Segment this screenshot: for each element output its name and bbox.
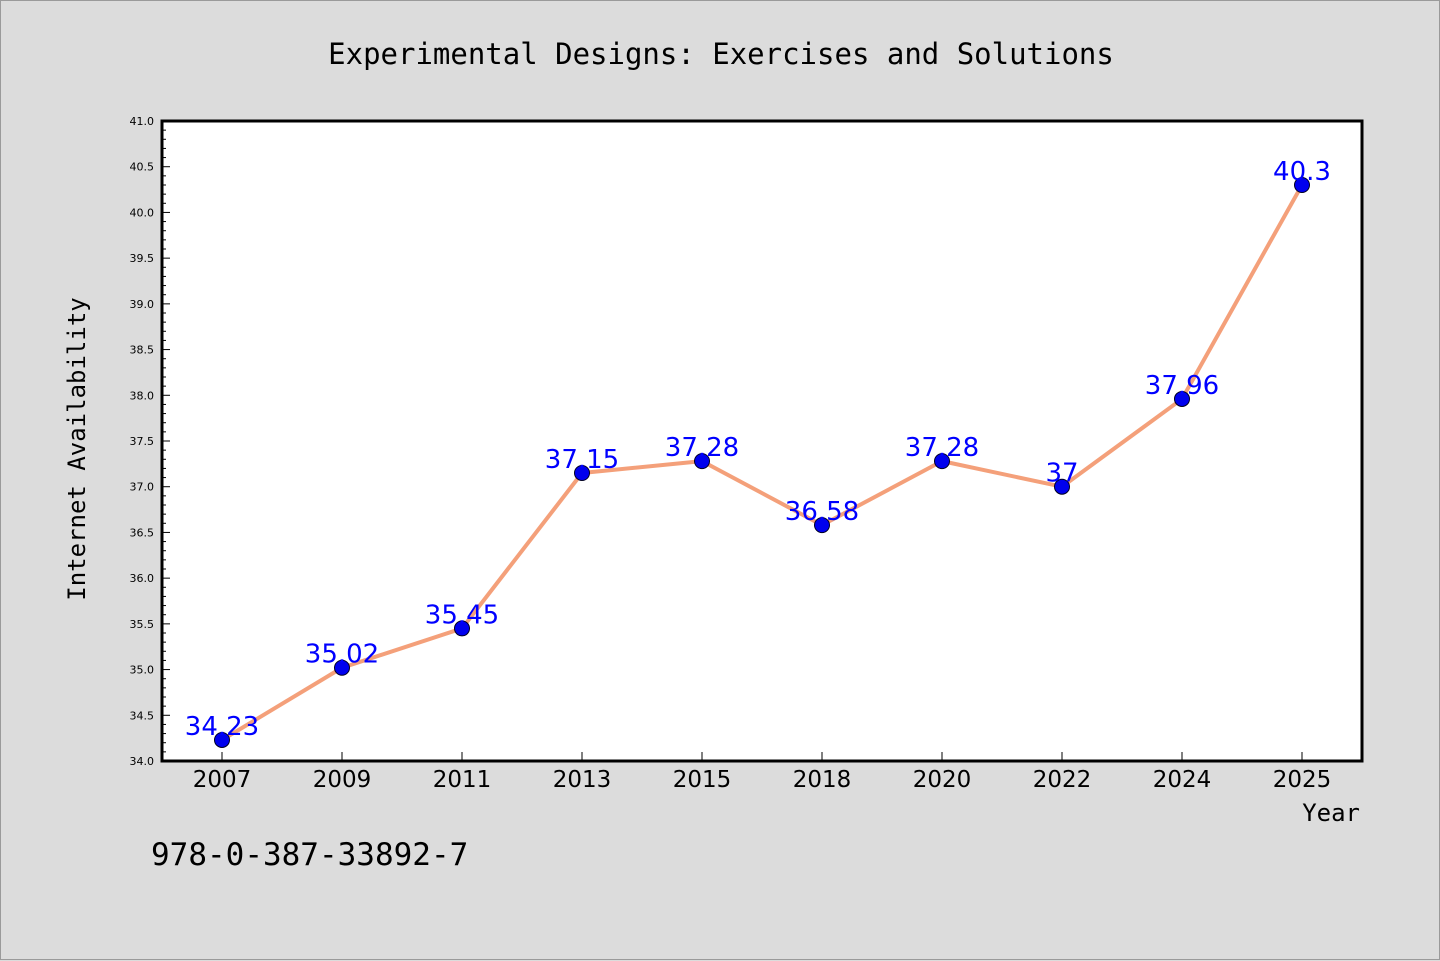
data-label: 37.28 [905,433,979,463]
x-tick-label: 2015 [673,767,732,793]
data-label: 37.28 [665,433,739,463]
data-point [1294,177,1310,193]
x-tick-label: 2011 [433,767,492,793]
y-tick-label: 36.5 [130,526,155,539]
y-tick-label: 40.0 [130,206,155,219]
x-axis-label: Year [1302,799,1360,827]
data-label: 36.58 [785,497,859,527]
y-tick-label: 38.5 [130,344,155,357]
data-point [934,453,950,470]
y-tick-label: 34.5 [130,709,155,722]
x-tick-label: 2022 [1033,767,1092,793]
series-layer: 34.23 35.02 35.45 37.15 37.28 36.58 37.28 37 37.… [185,157,1331,748]
data-point [214,731,230,748]
y-tick-label: 38.0 [130,389,155,402]
y-tick-label: 36.0 [130,572,155,585]
chart-title: Experimental Designs: Exercises and Solu… [328,37,1114,71]
data-label: 35.45 [425,600,499,630]
x-tick-label: 2013 [553,767,612,793]
x-tick-label: 2024 [1153,767,1212,793]
data-point [454,620,470,637]
x-axis: 2007 2009 2011 2013 2015 2018 2020 2022 2024 2025 [193,752,1332,793]
data-point [694,453,710,470]
y-tick-label: 39.0 [130,298,155,311]
y-tick-label: 40.5 [130,161,155,174]
data-label: 37.15 [545,445,619,475]
y-tick-label: 37.0 [130,481,155,494]
x-tick-label: 2020 [913,767,972,793]
y-tick-label: 39.5 [130,252,155,265]
data-label: 37 [1045,459,1078,489]
y-tick-label: 35.5 [130,618,155,631]
y-tick-label: 37.5 [130,435,155,448]
x-tick-label: 2018 [793,767,852,793]
y-tick-label: 34.0 [130,755,155,768]
isbn-caption: 978-0-387-33892-7 [151,837,468,873]
y-tick-label: 41.0 [130,115,155,128]
data-point [334,659,350,676]
y-axis-label: Internet Availability [63,297,91,600]
plot-area [160,119,1364,763]
data-label: 34.23 [185,712,259,742]
data-label: 37.96 [1145,371,1219,401]
data-point [1054,478,1070,495]
x-tick-label: 2007 [193,767,252,793]
data-label: 35.02 [305,640,379,670]
data-label: 40.3 [1273,157,1331,187]
x-tick-label: 2009 [313,767,372,793]
x-tick-label: 2025 [1273,767,1332,793]
data-point [574,465,590,481]
data-point [814,517,830,534]
data-point [1174,390,1190,407]
y-axis: 34.0 34.5 35.0 35.5 36.0 36.5 37.0 37.5 38.0 38.5… [130,115,170,768]
series-line [220,183,1304,742]
y-tick-label: 35.0 [130,664,155,677]
